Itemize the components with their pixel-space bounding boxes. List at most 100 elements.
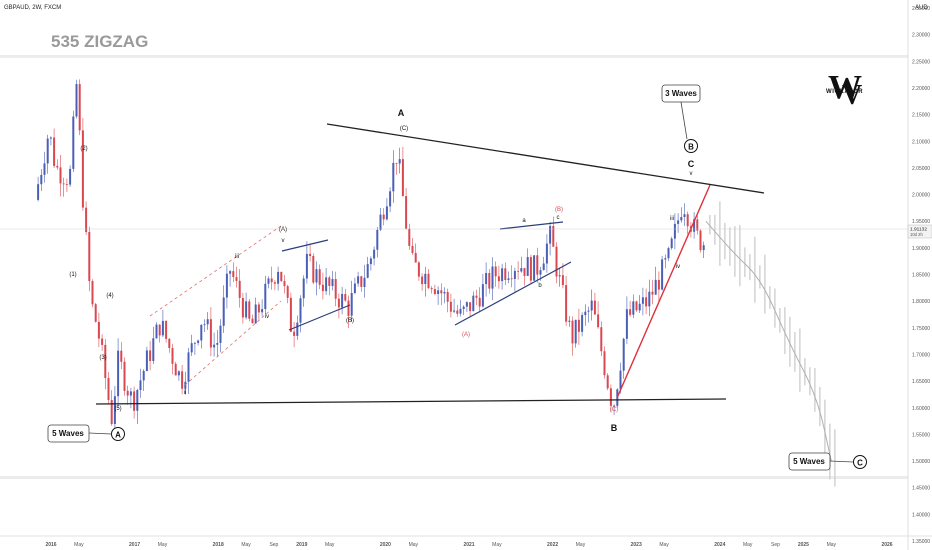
candle-body: [539, 270, 542, 275]
price-tick: 2.00000: [912, 193, 930, 199]
price-tick: 1.80000: [912, 299, 930, 305]
candle-body: [456, 310, 459, 314]
candle-body: [686, 214, 689, 227]
candle-body: [654, 279, 657, 295]
candle-body: [238, 280, 241, 298]
candle-body: [545, 243, 548, 264]
candle-body: [683, 214, 686, 217]
candle-body: [523, 268, 526, 276]
currency-label: AUD: [915, 5, 928, 11]
candle-body: [277, 271, 280, 284]
candle-body: [443, 292, 446, 294]
candle-body: [337, 298, 340, 308]
last-price-countdown: 10d 2h: [910, 232, 923, 237]
last-price-tag: 1.91132 10d 2h: [907, 224, 932, 239]
callout-3-waves: 3 Waves: [661, 84, 701, 140]
price-tick: 2.15000: [912, 113, 930, 119]
candle-body: [421, 276, 424, 285]
candle-body: [536, 255, 539, 275]
candle-body: [494, 266, 497, 277]
drawings-group: [95, 123, 832, 462]
candle-body: [593, 300, 596, 315]
time-tick: Sep: [771, 542, 780, 548]
candle-body: [161, 320, 164, 336]
candle-body: [267, 278, 270, 284]
wave-label-2: (2): [80, 146, 87, 152]
price-axis[interactable]: 2.35000 2.30000 2.25000 2.20000 2.15000 2.100…: [912, 6, 930, 550]
candle-body: [251, 318, 254, 324]
candle-body: [344, 294, 347, 301]
candle-body: [328, 277, 331, 286]
candle-body: [309, 253, 312, 256]
svg-text:A: A: [115, 431, 121, 440]
wave-label-C: C: [688, 159, 695, 169]
candle-body: [283, 281, 286, 287]
candle-body: [177, 371, 180, 376]
candle-body: [209, 319, 212, 348]
candle-body: [187, 352, 190, 382]
candle-body: [91, 281, 94, 305]
candle-body: [190, 343, 193, 353]
candle-body: [289, 297, 292, 332]
candle-body: [312, 256, 315, 283]
candle-body: [488, 273, 491, 289]
candle-body: [392, 162, 395, 192]
candle-body: [280, 271, 283, 282]
time-axis[interactable]: 2016 May 2017 May 2018 May Sep 2019 May 2020 May 20…: [45, 542, 892, 548]
upper-trendline[interactable]: [326, 123, 765, 194]
candle-body: [149, 350, 152, 361]
lower-trendline[interactable]: [95, 398, 727, 405]
candle-body: [56, 165, 59, 168]
candle-body: [245, 301, 248, 318]
candle-body: [597, 314, 600, 328]
wave-label-pB: (B): [346, 318, 354, 324]
candle-body: [625, 309, 628, 339]
chart-title: 535 ZIGZAG: [51, 32, 148, 51]
candle-body: [235, 277, 238, 281]
red-trendline[interactable]: [616, 184, 711, 399]
logo-wordmark: WICKATOR: [826, 89, 863, 95]
candle-body: [590, 300, 593, 311]
candle-body: [216, 343, 219, 345]
candle-body: [449, 301, 452, 312]
candle-body: [296, 322, 299, 336]
wave-label-riii: iii: [670, 216, 674, 222]
wave-label-v: v: [282, 238, 285, 244]
candle-body: [427, 273, 430, 289]
candle-body: [363, 277, 366, 287]
candle-body: [398, 159, 401, 164]
candle-body: [331, 279, 334, 286]
time-tick: 2020: [380, 542, 391, 548]
candle-body: [171, 348, 174, 364]
candle-body: [129, 391, 132, 396]
candle-body: [62, 183, 65, 185]
candle-body: [670, 238, 673, 249]
wave-label-ii: ii: [184, 390, 187, 396]
candle-body: [334, 279, 337, 299]
candle-body: [581, 315, 584, 332]
candle-body: [497, 276, 500, 282]
wave-label-4: (4): [106, 293, 113, 299]
candle-body: [110, 400, 113, 424]
wave-label-b: b: [538, 283, 542, 289]
candle-body: [584, 311, 587, 316]
wave-label-B: B: [611, 423, 618, 433]
time-tick: 2023: [631, 542, 642, 548]
price-tick: 1.40000: [912, 512, 930, 518]
time-tick: May: [409, 542, 419, 548]
candle-body: [293, 331, 296, 336]
candle-body: [609, 388, 612, 406]
candle-body: [459, 308, 462, 314]
wave-label-C-v: v: [690, 171, 693, 177]
price-tick: 2.10000: [912, 139, 930, 145]
svg-text:B: B: [688, 143, 694, 152]
candle-body: [677, 220, 680, 224]
candle-body: [376, 229, 379, 250]
candle-body: [126, 390, 129, 396]
candle-body: [273, 282, 276, 284]
candle-body: [411, 245, 414, 253]
candle-body: [475, 295, 478, 298]
candle-body: [430, 288, 433, 290]
time-tick: 2024: [714, 542, 725, 548]
